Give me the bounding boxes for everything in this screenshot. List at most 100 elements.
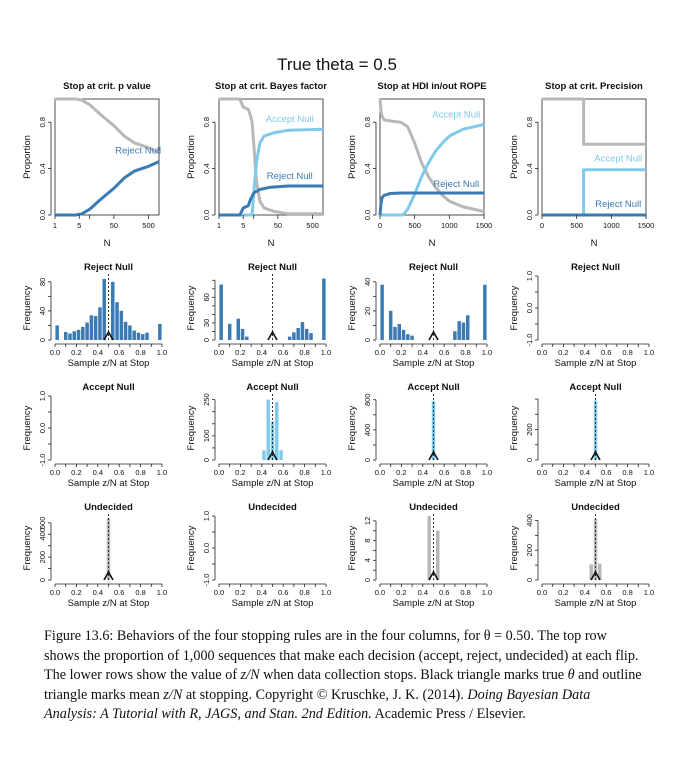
panel-title: Accept Null	[407, 382, 459, 393]
x-tick-label: 0.4	[418, 348, 428, 357]
x-tick-label: 0.6	[114, 348, 124, 357]
panel-1: Stop at crit. p value Reject Null 1 5 50 500 0…	[22, 81, 161, 249]
y-tick-label: 800	[363, 394, 372, 407]
series-line-undecided	[542, 97, 646, 146]
histogram-bar	[136, 332, 141, 340]
x-axis-label: N	[104, 238, 111, 249]
plot-frame	[379, 98, 485, 216]
histogram-bar	[128, 325, 132, 340]
y-tick-label: 0.4	[202, 163, 211, 173]
y-tick-label: 0.8	[363, 117, 372, 127]
y-tick-label: 0.0	[202, 543, 211, 553]
y-tick-label: 0.4	[363, 163, 372, 173]
x-tick-label: 0.0	[375, 348, 385, 357]
series-annotation: Accept Null	[432, 110, 480, 121]
histogram-bar	[279, 450, 283, 460]
y-axis-label: Frequency	[509, 525, 520, 570]
series-line-reject-null	[219, 184, 323, 217]
x-tick-label: 0.6	[278, 468, 288, 477]
y-tick-label: 400	[38, 528, 47, 541]
histogram-bar	[141, 334, 145, 340]
x-tick-label: 0.2	[235, 468, 245, 477]
y-tick-label: 12	[363, 517, 372, 525]
histogram-bar	[410, 335, 414, 340]
x-tick-label: 0.0	[537, 348, 547, 357]
y-tick-label: 1.0	[38, 391, 47, 401]
series-annotation: Accept Null	[266, 114, 314, 125]
y-axis-label: Proportion	[22, 135, 33, 179]
x-tick-label: 0.0	[537, 468, 547, 477]
x-tick-label: 1000	[441, 221, 458, 230]
y-tick-label: 0.0	[38, 210, 47, 220]
x-tick-label: 0.2	[558, 588, 568, 597]
histogram-bar	[93, 316, 98, 340]
histogram-bar	[115, 302, 119, 340]
figure-canvas: True theta = 0.5 Stop at crit. p value Re…	[22, 55, 654, 609]
histogram-bar	[68, 333, 72, 340]
panel-title: Undecided	[248, 502, 297, 513]
y-tick-label: 0	[363, 338, 372, 342]
x-tick-label: 0.4	[257, 348, 267, 357]
panel-title: Reject Null	[84, 262, 133, 273]
figure-caption: Figure 13.6: Behaviors of the four stopp…	[44, 627, 644, 725]
x-tick-label: 500	[570, 221, 583, 230]
histogram-bar	[72, 331, 76, 340]
panel-title: Stop at crit. p value	[63, 81, 151, 92]
x-tick-label: 1	[53, 221, 57, 230]
x-tick-label: 0.4	[257, 468, 267, 477]
series-annotation: Reject Null	[595, 199, 641, 210]
x-tick-label: 1500	[476, 221, 493, 230]
x-axis-label: Sample z/N at Stop	[232, 358, 314, 369]
y-tick-label: 0.0	[202, 210, 211, 220]
y-tick-label: 40	[363, 278, 372, 286]
series-annotation: Reject Null	[115, 146, 161, 157]
histogram-bar	[76, 329, 81, 340]
x-tick-label: 1.0	[321, 588, 331, 597]
series-line-undecided	[55, 97, 160, 154]
x-tick-label: 0.4	[93, 468, 103, 477]
histogram-bar	[292, 332, 296, 340]
x-axis-label: Sample z/N at Stop	[68, 358, 150, 369]
x-tick-label: 0.2	[396, 468, 406, 477]
x-tick-label: 0.4	[418, 468, 428, 477]
x-tick-label: 500	[142, 221, 155, 230]
y-tick-label: 0	[202, 338, 211, 342]
histogram-bar	[55, 325, 59, 340]
x-tick-label: 0.0	[214, 348, 224, 357]
y-tick-label: 0.4	[525, 163, 534, 173]
x-tick-label: 5	[241, 221, 245, 230]
x-tick-label: 0	[378, 221, 382, 230]
series-line-undecided	[378, 98, 485, 213]
y-tick-label: 200	[38, 551, 47, 564]
x-tick-label: 0.0	[537, 588, 547, 597]
y-tick-label: 20	[363, 307, 372, 315]
y-tick-label: -1.0	[525, 334, 534, 347]
x-tick-label: 1.0	[482, 468, 492, 477]
caption-theta: θ	[567, 667, 575, 684]
mean-triangle-marker	[428, 450, 439, 461]
y-axis-label: Proportion	[509, 135, 520, 179]
y-tick-label: 0.0	[525, 210, 534, 220]
x-tick-label: 0.2	[71, 468, 81, 477]
histogram-bar	[89, 315, 94, 340]
y-tick-label: 400	[525, 514, 534, 527]
x-axis-label: Sample z/N at Stop	[555, 358, 637, 369]
x-axis-label: Sample z/N at Stop	[393, 598, 475, 609]
panel-title: Stop at crit. Precision	[545, 81, 643, 92]
x-axis-label: Sample z/N at Stop	[68, 478, 150, 489]
histogram-bar	[266, 399, 270, 460]
caption-text-2: when data collection stops. Black triang…	[259, 667, 568, 684]
y-tick-label: 0.8	[202, 117, 211, 127]
series-line-undecided	[219, 97, 323, 216]
panel-2: Stop at crit. Bayes factor Accept Null Rej…	[186, 81, 327, 249]
series-line-accept-null	[380, 123, 485, 217]
y-axis-label: Frequency	[186, 405, 197, 450]
x-tick-label: 1.0	[321, 348, 331, 357]
panel-10: Accept Null 0.0 0.2 0.4 0.6 0.8 1.0 0 100 250 Freq…	[186, 382, 331, 489]
series-annotation: Reject Null	[267, 171, 313, 182]
x-tick-label: 0.4	[580, 348, 590, 357]
y-tick-label: 100	[202, 430, 211, 443]
x-tick-label: 0.0	[375, 588, 385, 597]
